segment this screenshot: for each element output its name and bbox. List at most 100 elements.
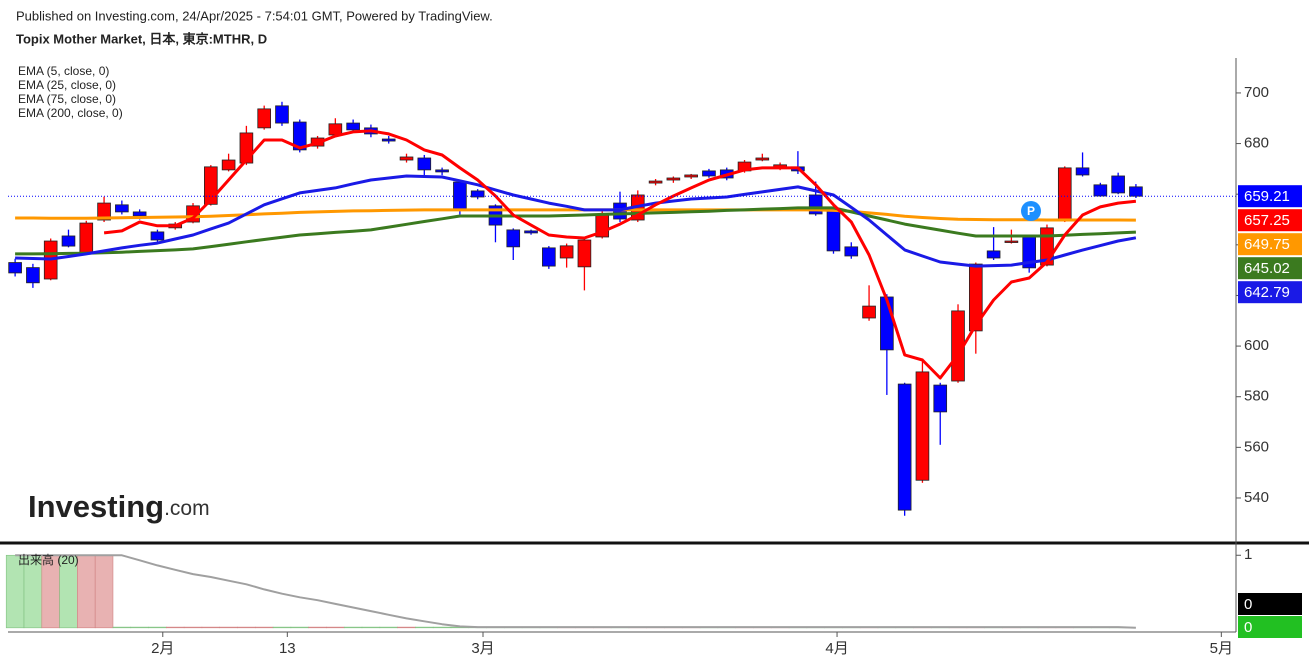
candle-body — [346, 122, 360, 131]
candle-body — [577, 239, 592, 268]
volume-bar — [308, 626, 327, 629]
pane-title: 出来高 (20) — [18, 553, 79, 567]
watermark-brand: Investing — [28, 489, 164, 524]
candle-body — [275, 105, 289, 124]
x-tick-label: 2月 — [151, 640, 174, 657]
volume-bar — [201, 626, 221, 629]
ema-last-label-box — [1238, 281, 1302, 304]
volume-bar — [397, 626, 416, 629]
volume-bar — [166, 626, 185, 629]
ema-line — [103, 129, 1137, 380]
legend-entry: EMA (25, close, 0) — [18, 78, 116, 92]
volume-bar — [432, 626, 452, 629]
candle-body — [506, 229, 521, 248]
ema-line — [15, 174, 1137, 268]
symbol-title: Topix Mother Market, 日本, 東京:MTHR, D — [16, 31, 267, 46]
volume-last-label: 0 — [1244, 619, 1252, 636]
ema-last-label-box — [1238, 233, 1302, 256]
last-price-label-box — [1238, 185, 1302, 208]
ema-last-label-box — [1238, 257, 1302, 280]
volume-bar — [254, 626, 274, 629]
ema-last-label: 645.02 — [1244, 260, 1290, 277]
candle-body — [666, 177, 681, 181]
candle-body — [1004, 240, 1019, 243]
y-tick-label: 580 — [1244, 388, 1269, 405]
candle-body — [1129, 186, 1143, 197]
volume-bar — [361, 626, 381, 629]
volume-bar — [219, 626, 238, 629]
axis-labels: 5405605806006206406606807002月133月4月5月EMA… — [18, 64, 1302, 657]
volume-bar — [379, 626, 398, 629]
candle-body — [702, 170, 716, 177]
candle-body — [897, 383, 912, 511]
candle-body — [221, 159, 236, 171]
candle-body — [880, 296, 894, 351]
legend-entry: EMA (5, close, 0) — [18, 64, 109, 78]
candle-body — [26, 267, 40, 284]
candle-body — [542, 247, 556, 267]
pattern-marker[interactable] — [1021, 201, 1041, 221]
ema-last-label: 649.75 — [1244, 236, 1290, 253]
volume-bar — [343, 626, 363, 629]
y-tick-label: 700 — [1244, 84, 1269, 101]
y-tick-label: 560 — [1244, 438, 1269, 455]
candle-body — [559, 245, 574, 259]
candle-body — [132, 211, 147, 217]
volume-ma-last-label-box — [1238, 593, 1302, 615]
candle-body — [969, 263, 983, 332]
candle-body — [933, 384, 948, 413]
legend-entry: EMA (200, close, 0) — [18, 106, 123, 120]
x-tick-label: 5月 — [1210, 640, 1233, 657]
candle-body — [1111, 175, 1125, 194]
published-note: Published on Investing.com, 24/Apr/2025 … — [16, 8, 493, 23]
candle-body — [826, 209, 841, 252]
watermark-suffix: .com — [164, 497, 210, 520]
candle-body — [862, 305, 876, 319]
ema-last-label: 642.79 — [1244, 284, 1290, 301]
candle-body — [150, 231, 165, 241]
volume-bar — [290, 626, 309, 629]
volume-bar — [77, 554, 96, 629]
candle-body — [1093, 184, 1108, 197]
candle-body — [61, 235, 76, 247]
candle-body — [844, 246, 859, 257]
ema-last-label: 657.25 — [1244, 212, 1290, 229]
candle-body — [328, 123, 343, 136]
pattern-marker-letter: P — [1027, 204, 1035, 218]
candle-body — [453, 181, 467, 210]
candle-body — [755, 157, 770, 161]
candle-body — [115, 204, 129, 213]
candle-body — [97, 202, 111, 221]
volume-bar — [94, 554, 114, 629]
ema-line — [15, 206, 1136, 256]
candle-body — [257, 108, 271, 129]
candle-body — [470, 190, 485, 198]
candle-body — [1075, 167, 1090, 176]
volume-bar — [183, 626, 203, 629]
candle-body — [1057, 167, 1072, 222]
volume-ma-last-label: 0 — [1244, 596, 1252, 613]
candle-body — [915, 371, 930, 481]
y-tick-label: 680 — [1244, 135, 1269, 152]
volume-ma-line — [15, 554, 1136, 629]
y-tick-label: 600 — [1244, 337, 1269, 354]
y-tick-label: 1 — [1244, 546, 1252, 563]
volume-last-label-box — [1238, 616, 1302, 638]
candle-body — [986, 250, 1001, 259]
volume-bar — [112, 626, 132, 629]
candle-body — [648, 180, 663, 184]
volume-bar — [237, 626, 256, 629]
ema-last-label-box — [1238, 209, 1302, 232]
legend-entry: EMA (75, close, 0) — [18, 92, 116, 106]
volume-bar — [272, 626, 292, 629]
candle-body — [435, 169, 449, 173]
candle-body — [417, 157, 432, 171]
watermark: Investing.com — [28, 489, 210, 524]
x-tick-label: 4月 — [825, 640, 848, 657]
plot — [5, 101, 1236, 629]
candle-body — [524, 230, 538, 234]
candle-body — [79, 222, 94, 254]
volume-bar — [148, 626, 167, 629]
